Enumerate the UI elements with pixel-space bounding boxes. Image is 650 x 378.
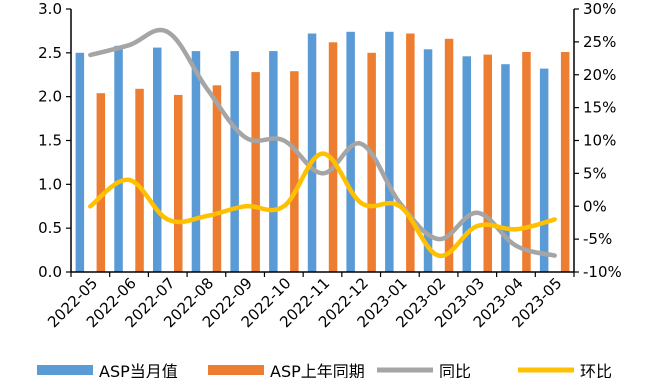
bar-asp-prior-year-2023-05 bbox=[560, 52, 570, 272]
legend-label: 同比 bbox=[439, 362, 471, 378]
y-left-tick-label: 3.0 bbox=[38, 0, 62, 18]
bar-asp-prior-year-2023-03 bbox=[483, 54, 492, 272]
y-right-tick-label: 25% bbox=[583, 33, 616, 51]
y-left-tick-label: 0.0 bbox=[38, 263, 62, 281]
legend-label: 环比 bbox=[580, 362, 612, 378]
bar-asp-current-2022-10 bbox=[269, 51, 278, 272]
bar-asp-prior-year-2023-01 bbox=[406, 33, 415, 272]
bar-asp-current-2022-11 bbox=[307, 33, 317, 272]
y-right-tick-label: 5% bbox=[583, 164, 607, 182]
bar-asp-prior-year-2022-09 bbox=[251, 72, 260, 272]
y-left-tick-label: 2.0 bbox=[38, 88, 62, 106]
y-right-tick-label: -10% bbox=[583, 263, 622, 281]
y-left-tick-label: 0.5 bbox=[38, 219, 62, 237]
bar-asp-prior-year-2022-07 bbox=[174, 94, 183, 273]
y-right-tick-label: 10% bbox=[583, 132, 616, 150]
bar-asp-prior-year-2023-02 bbox=[444, 38, 454, 272]
bar-asp-current-2022-05 bbox=[75, 52, 85, 272]
legend: ASP当月值 ASP上年同期 同比 环比 bbox=[37, 362, 612, 378]
bar-asp-current-2022-12 bbox=[346, 31, 355, 272]
legend-swatch bbox=[208, 365, 264, 375]
bar-asp-current-2023-03 bbox=[462, 56, 471, 272]
y-right-tick-label: 0% bbox=[583, 197, 607, 215]
bar-asp-current-2022-06 bbox=[114, 45, 123, 272]
legend-label: ASP上年同期 bbox=[270, 362, 365, 378]
legend-label: ASP当月值 bbox=[99, 362, 178, 378]
bar-asp-prior-year-2022-08 bbox=[212, 85, 222, 272]
y-left-tick-label: 1.5 bbox=[38, 132, 62, 150]
bar-asp-prior-year-2022-12 bbox=[367, 52, 376, 272]
y-right-tick-label: 15% bbox=[583, 99, 616, 117]
plot-area bbox=[75, 27, 570, 273]
bar-asp-prior-year-2022-05 bbox=[96, 93, 106, 272]
y-right-tick-label: -5% bbox=[583, 230, 612, 248]
line-yoy bbox=[88, 27, 557, 258]
bar-asp-current-2023-04 bbox=[501, 64, 510, 272]
bar-asp-current-2022-09 bbox=[230, 51, 239, 272]
legend-swatch bbox=[37, 365, 93, 375]
y-left-tick-label: 1.0 bbox=[38, 175, 62, 193]
bar-asp-prior-year-2023-04 bbox=[522, 52, 531, 272]
bar-asp-current-2022-08 bbox=[191, 51, 201, 272]
y-right-tick-label: 30% bbox=[583, 0, 616, 18]
bar-asp-prior-year-2022-10 bbox=[290, 71, 299, 272]
bar-asp-current-2022-07 bbox=[153, 47, 162, 272]
y-left-tick-label: 2.5 bbox=[38, 44, 62, 62]
bar-asp-current-2023-05 bbox=[539, 68, 549, 272]
y-right-tick-label: 20% bbox=[583, 66, 616, 84]
line-mom bbox=[88, 151, 557, 258]
bar-asp-prior-year-2022-06 bbox=[135, 88, 144, 272]
bar-asp-current-2023-02 bbox=[423, 49, 433, 272]
bar-asp-current-2023-01 bbox=[385, 31, 394, 272]
